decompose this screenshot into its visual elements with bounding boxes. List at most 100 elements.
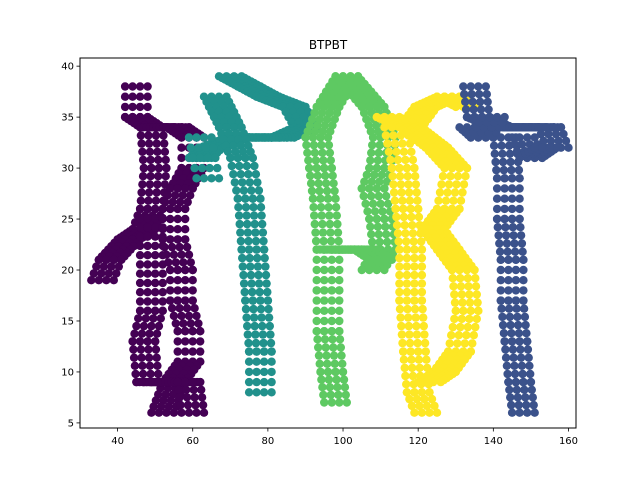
data-point-series-2 [320, 286, 329, 295]
data-point-series-2 [372, 163, 381, 173]
data-point-series-4 [517, 361, 527, 370]
data-point-series-0 [199, 408, 209, 417]
data-point-series-3 [402, 262, 412, 271]
data-point-series-0 [190, 393, 199, 402]
data-point-series-0 [183, 400, 193, 410]
data-point-series-4 [512, 146, 522, 156]
data-point-series-4 [498, 320, 508, 330]
data-point-series-3 [402, 380, 411, 389]
data-point-series-3 [404, 180, 413, 189]
data-point-series-0 [158, 232, 167, 241]
data-point-series-3 [472, 314, 481, 324]
x-tick-label: 60 [186, 436, 199, 447]
data-point-series-0 [184, 250, 194, 259]
y-tick-label: 10 [61, 367, 74, 378]
data-point-series-0 [151, 251, 160, 260]
data-point-series-0 [135, 204, 145, 214]
data-point-series-0 [130, 329, 139, 338]
data-point-series-2 [316, 194, 325, 203]
data-point-series-2 [336, 343, 345, 352]
data-point-series-2 [313, 335, 322, 344]
data-point-series-3 [417, 262, 427, 271]
data-point-series-0 [188, 184, 197, 193]
data-point-series-2 [327, 286, 336, 295]
data-point-series-4 [491, 157, 500, 167]
data-point-series-0 [151, 288, 160, 297]
data-point-series-0 [181, 327, 190, 336]
data-point-series-0 [135, 223, 145, 232]
data-point-series-1 [248, 296, 257, 305]
data-point-series-4 [481, 82, 490, 91]
data-point-series-1 [256, 296, 265, 305]
data-point-series-4 [496, 286, 505, 295]
data-point-series-4 [492, 112, 502, 122]
data-point-series-0 [137, 329, 147, 338]
data-point-series-0 [188, 347, 197, 356]
data-point-series-0 [130, 361, 140, 370]
data-point-series-0 [196, 347, 205, 356]
data-point-series-3 [462, 265, 472, 275]
data-point-series-2 [380, 265, 389, 275]
data-point-series-3 [398, 139, 407, 148]
data-point-series-1 [194, 143, 203, 152]
data-point-series-1 [267, 357, 276, 366]
data-point-series-2 [335, 286, 344, 295]
data-point-series-0 [120, 82, 130, 91]
data-point-series-4 [516, 345, 525, 354]
data-point-series-4 [493, 223, 502, 232]
data-point-series-3 [397, 321, 406, 331]
data-point-series-2 [306, 171, 315, 180]
data-point-series-2 [367, 230, 376, 239]
data-point-series-0 [158, 213, 167, 223]
data-point-series-1 [207, 133, 216, 142]
data-point-series-0 [177, 153, 186, 163]
data-point-series-1 [239, 186, 248, 195]
data-point-series-1 [203, 153, 212, 163]
data-point-series-4 [492, 174, 502, 183]
data-point-series-4 [467, 90, 476, 99]
data-point-series-1 [236, 236, 246, 246]
data-point-series-0 [189, 385, 198, 394]
data-point-series-4 [514, 165, 524, 175]
data-point-series-4 [511, 276, 521, 285]
data-point-series-2 [317, 140, 326, 150]
data-point-series-3 [422, 401, 432, 411]
data-point-series-3 [453, 172, 463, 181]
data-point-series-0 [135, 337, 145, 346]
y-axis: 5 10 15 20 25 30 35 40 [61, 62, 80, 429]
data-point-series-0 [151, 232, 160, 241]
data-point-series-0 [173, 204, 182, 214]
data-point-series-2 [309, 203, 318, 212]
data-point-series-2 [383, 199, 393, 208]
data-point-series-2 [324, 203, 333, 212]
data-point-series-0 [173, 235, 182, 244]
data-point-series-3 [406, 204, 415, 214]
data-point-series-2 [326, 156, 335, 165]
x-tick-label: 100 [333, 436, 352, 447]
data-point-series-3 [381, 131, 391, 140]
data-point-series-2 [311, 228, 320, 237]
data-point-series-3 [391, 204, 400, 214]
data-point-series-0 [161, 155, 170, 165]
data-point-series-0 [135, 82, 145, 91]
data-point-series-0 [173, 347, 182, 356]
data-point-series-3 [392, 212, 401, 222]
data-point-series-0 [147, 163, 156, 173]
data-point-series-4 [505, 312, 515, 322]
data-point-series-2 [319, 156, 328, 165]
data-point-series-3 [388, 172, 397, 181]
data-point-series-1 [263, 296, 273, 305]
data-point-series-2 [372, 255, 381, 264]
data-point-series-1 [184, 133, 194, 142]
data-point-series-2 [332, 211, 341, 220]
data-point-series-2 [320, 398, 329, 407]
data-point-series-1 [233, 194, 242, 203]
data-point-series-4 [500, 204, 509, 214]
data-point-series-2 [374, 230, 383, 239]
data-point-series-4 [492, 204, 502, 214]
data-point-series-2 [320, 265, 329, 275]
data-point-series-4 [492, 214, 502, 224]
data-point-series-0 [154, 408, 164, 417]
data-point-series-3 [402, 296, 412, 305]
data-point-series-0 [143, 269, 152, 278]
